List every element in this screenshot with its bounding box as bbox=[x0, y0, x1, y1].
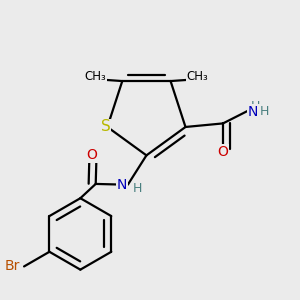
Text: S: S bbox=[101, 119, 110, 134]
Text: H: H bbox=[251, 100, 260, 113]
Text: CH₃: CH₃ bbox=[186, 70, 208, 83]
Text: H: H bbox=[133, 182, 142, 195]
Text: O: O bbox=[218, 145, 228, 159]
Text: N: N bbox=[248, 105, 258, 118]
Text: CH₃: CH₃ bbox=[85, 70, 106, 83]
Text: O: O bbox=[87, 148, 98, 162]
Text: N: N bbox=[117, 178, 127, 192]
Text: H: H bbox=[260, 105, 269, 118]
Text: Br: Br bbox=[5, 260, 20, 273]
